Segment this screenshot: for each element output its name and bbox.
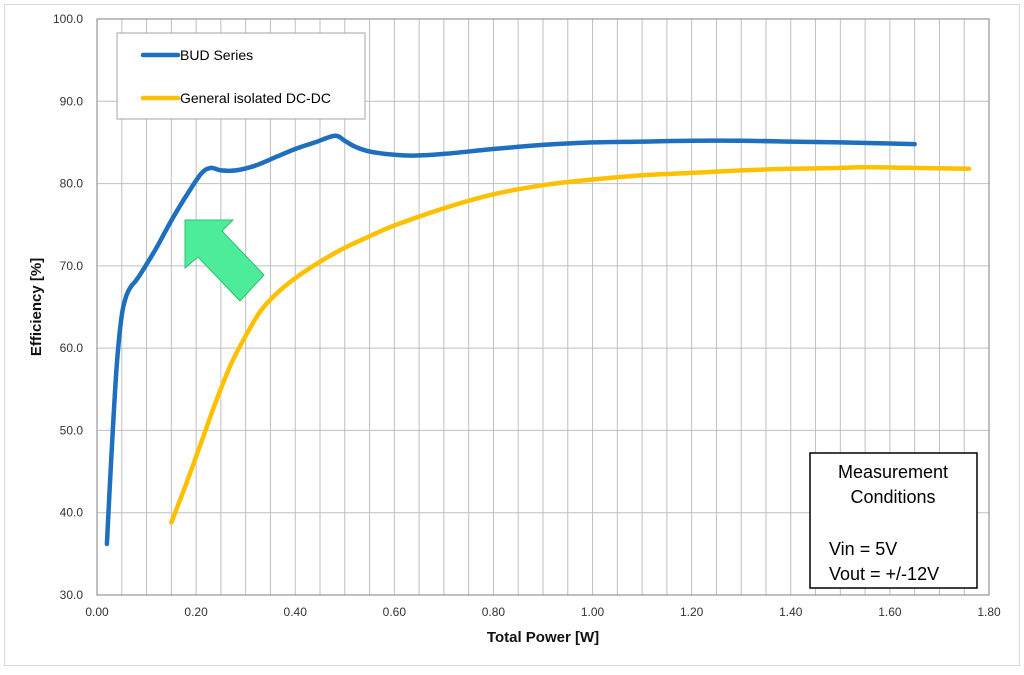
conditions-line-1: Measurement <box>838 462 948 482</box>
green-up-arrow-icon <box>184 219 265 302</box>
series-line-general-isolated-dc-dc <box>169 164 972 525</box>
legend-box <box>116 32 366 120</box>
x-tick-label: 0.80 <box>482 605 506 619</box>
x-tick-label: 1.20 <box>680 605 704 619</box>
plot-area-border <box>96 18 990 596</box>
y-tick-label: 70.0 <box>60 259 84 273</box>
x-tick-label: 0.40 <box>284 605 308 619</box>
x-tick-label: 1.00 <box>581 605 605 619</box>
x-tick-label: 1.40 <box>779 605 803 619</box>
legend-label-bud-series: BUD Series <box>180 47 253 63</box>
y-tick-label: 60.0 <box>60 341 84 355</box>
conditions-vout: Vout = +/-12V <box>829 564 939 584</box>
conditions-vin: Vin = 5V <box>829 539 897 559</box>
y-tick-label: 90.0 <box>60 94 84 108</box>
conditions-line-2: Conditions <box>850 487 935 507</box>
measurement-conditions-box: Measurement Conditions Vin = 5V Vout = +… <box>809 452 978 589</box>
y-tick-label: 50.0 <box>60 423 84 437</box>
y-tick-label: 80.0 <box>60 177 84 191</box>
x-tick-label: 0.00 <box>85 605 109 619</box>
legend-label-general-isolated: General isolated DC-DC <box>180 90 331 106</box>
legend: BUD Series General isolated DC-DC <box>116 32 366 120</box>
x-tick-label: 1.80 <box>977 605 1001 619</box>
series-lines <box>104 133 972 547</box>
x-tick-label: 1.60 <box>878 605 902 619</box>
y-axis-ticks: 30.0 40.0 50.0 60.0 70.0 80.0 90.0 100.0 <box>53 12 83 602</box>
series-line-bud-series <box>104 133 917 547</box>
x-axis-title: Total Power [W] <box>487 629 599 646</box>
y-tick-label: 40.0 <box>60 506 84 520</box>
y-tick-label: 100.0 <box>53 12 83 26</box>
x-axis-ticks: 0.00 0.20 0.40 0.60 0.80 1.00 1.20 1.40 1.60 1.80 <box>85 605 1001 619</box>
y-tick-label: 30.0 <box>60 588 84 602</box>
y-axis-title: Efficiency [%] <box>28 258 45 356</box>
x-tick-label: 0.20 <box>184 605 208 619</box>
x-tick-label: 0.60 <box>383 605 407 619</box>
